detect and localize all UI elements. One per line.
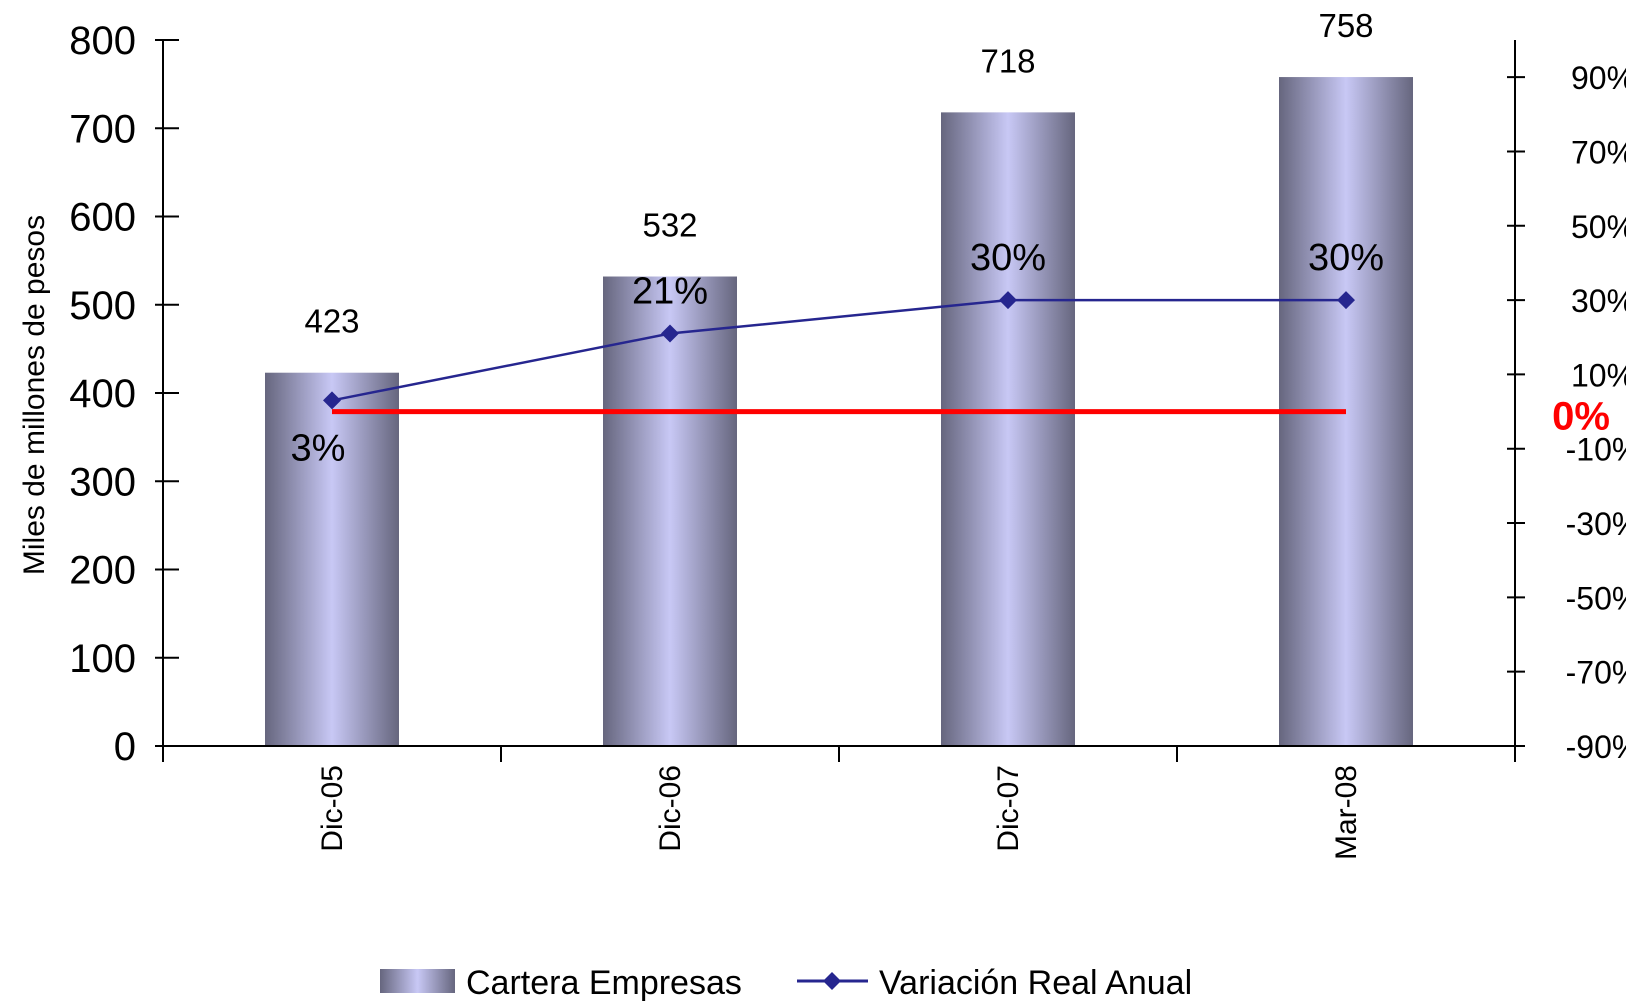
bar-Dic-06: [603, 276, 737, 746]
right-tick-label: 70%: [1571, 134, 1626, 170]
right-tick-label: -10%: [1566, 432, 1626, 468]
x-tick-label: Dic-06: [654, 765, 687, 852]
legend: Cartera Empresas Variación Real Anual: [380, 964, 1192, 1002]
bar-Dic-07: [941, 112, 1075, 747]
variation-line: [331, 298, 1346, 402]
line-series: [323, 291, 1355, 410]
left-tick-label: 700: [69, 107, 136, 151]
left-tick-label: 800: [69, 19, 136, 63]
y-axis-title: Miles de millones de pesos: [18, 215, 51, 575]
bar-value-label: 758: [1318, 7, 1373, 44]
legend-label-line: Variación Real Anual: [879, 964, 1192, 1002]
x-tick-label: Dic-05: [316, 765, 349, 852]
right-tick-label: -90%: [1566, 729, 1626, 765]
legend-marker-icon: [823, 972, 841, 990]
right-tick-label: -50%: [1566, 580, 1626, 616]
bars: [265, 77, 1413, 747]
line-marker: [1337, 291, 1355, 310]
right-tick-label: -30%: [1566, 506, 1626, 542]
line-value-label: 30%: [970, 237, 1046, 279]
line-marker: [661, 324, 679, 343]
line-marker: [999, 291, 1017, 310]
left-tick-label: 400: [69, 372, 136, 416]
left-tick-label: 300: [69, 460, 136, 504]
zero-reference-label: 0%: [1552, 395, 1610, 439]
legend-label-bars: Cartera Empresas: [466, 964, 742, 1002]
right-tick-label: 30%: [1571, 283, 1626, 319]
bar-Dic-05: [265, 372, 399, 746]
right-tick-label: 10%: [1571, 357, 1626, 393]
x-tick-label: Dic-07: [992, 765, 1025, 852]
right-tick-label: 50%: [1571, 209, 1626, 245]
left-tick-label: 0: [114, 725, 136, 769]
left-tick-label: 200: [69, 549, 136, 593]
bar-value-label: 532: [642, 207, 697, 244]
line-value-label: 21%: [632, 271, 708, 313]
line-value-label: 30%: [1308, 237, 1384, 279]
legend-bar-swatch: [380, 969, 455, 993]
ticks: 0 100 200 300 400 500 600 700 800 -90% -70% -50% -30…: [69, 19, 1626, 860]
data-labels: 423 532 718 758 3% 21% 30% 30%: [291, 7, 1384, 469]
left-tick-label: 600: [69, 196, 136, 240]
bar-value-label: 718: [980, 42, 1035, 79]
reference-line-group: 0%: [332, 395, 1610, 439]
left-tick-label: 500: [69, 284, 136, 328]
right-tick-label: 90%: [1571, 60, 1626, 96]
left-tick-label: 100: [69, 637, 136, 681]
right-tick-label: -70%: [1566, 655, 1626, 691]
x-tick-label: Mar-08: [1330, 765, 1363, 860]
bar-value-label: 423: [304, 303, 359, 340]
line-value-label: 3%: [291, 427, 346, 469]
line-marker: [323, 391, 341, 410]
